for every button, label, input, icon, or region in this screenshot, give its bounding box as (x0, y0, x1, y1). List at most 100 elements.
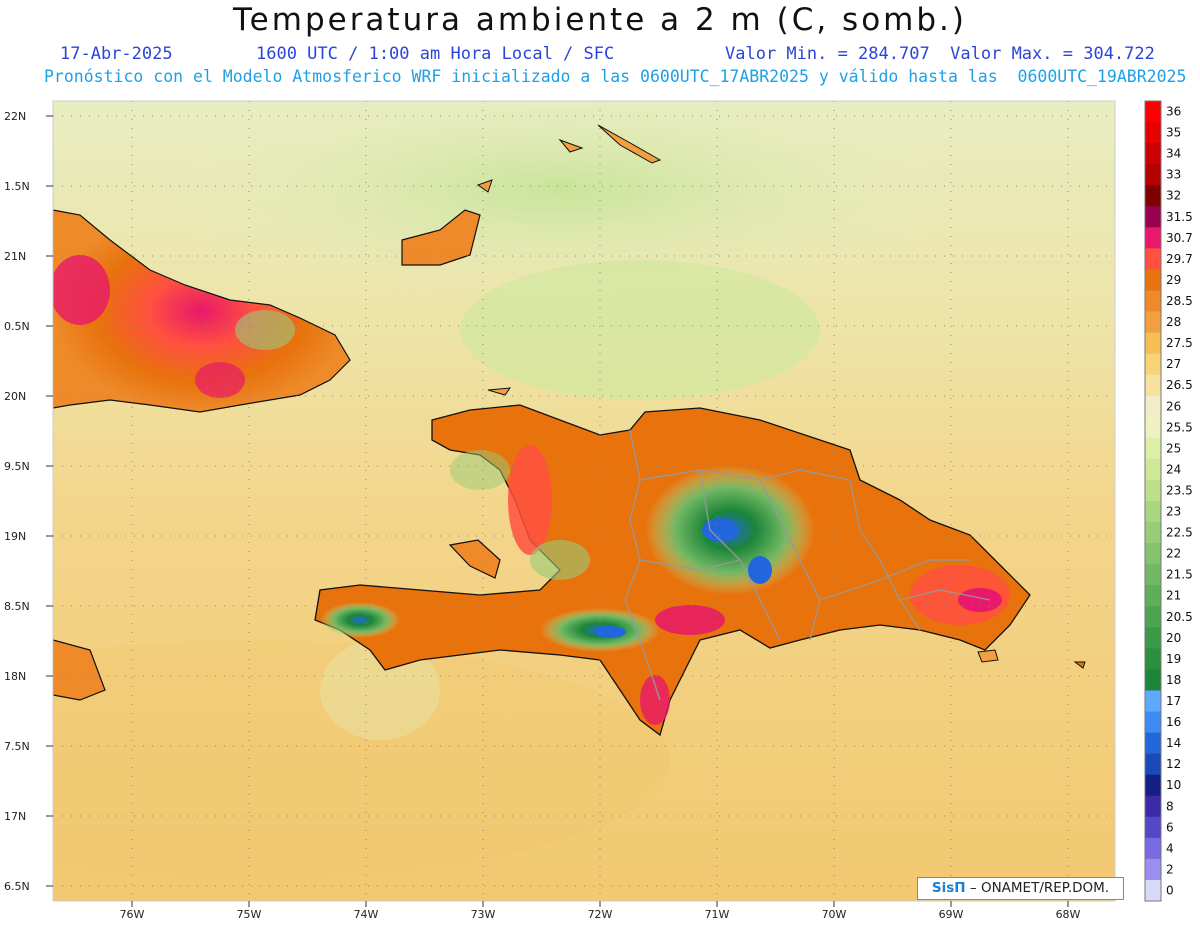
colorbar-label: 29 (1166, 273, 1181, 287)
lon-label-3: 73W (471, 908, 496, 921)
colorbar-label: 27.5 (1166, 336, 1193, 350)
colorbar-swatch (1145, 711, 1161, 733)
colorbar-swatch (1145, 479, 1161, 502)
colorbar-legend: 363534333231.530.729.72928.52827.52726.5… (1144, 100, 1193, 902)
colorbar-swatch (1145, 795, 1161, 818)
colorbar-swatch (1145, 416, 1161, 439)
colorbar-label: 20.5 (1166, 610, 1193, 624)
lat-label-2: 21N (4, 250, 26, 263)
colorbar-label: 17 (1166, 694, 1181, 708)
longitude-axis: 76W 75W 74W 73W 72W 71W 70W 69W 68W (120, 908, 1081, 921)
lon-label-8: 68W (1056, 908, 1081, 921)
colorbar-swatch (1145, 353, 1161, 376)
lat-label-5: 9.5N (4, 460, 30, 473)
colorbar-swatch (1145, 816, 1161, 839)
jamaica-land (53, 639, 106, 701)
colorbar-swatch (1145, 101, 1161, 123)
colorbar-label: 23.5 (1166, 483, 1193, 497)
colorbar-swatch (1145, 122, 1161, 144)
colorbar-swatch (1145, 437, 1161, 460)
colorbar-swatch (1145, 248, 1161, 270)
colorbar-swatch (1145, 879, 1161, 902)
latitude-axis: 22N 1.5N 21N 0.5N 20N 9.5N 19N 8.5N 18N … (4, 110, 30, 893)
colorbar-swatch (1145, 627, 1161, 649)
lon-label-1: 75W (237, 908, 262, 921)
colorbar-label: 21 (1166, 589, 1181, 603)
valid-date: 17-Abr-2025 (60, 44, 173, 64)
colorbar-label: 28.5 (1166, 294, 1193, 308)
lon-label-0: 76W (120, 908, 145, 921)
credit-box: SisΠ – ONAMET/REP.DOM. (917, 877, 1124, 900)
lon-label-4: 72W (588, 908, 613, 921)
lat-label-8: 18N (4, 670, 26, 683)
colorbar-label: 21.5 (1166, 568, 1193, 582)
colorbar-label: 19 (1166, 652, 1181, 666)
colorbar-swatch (1145, 501, 1161, 523)
colorbar-label: 26.5 (1166, 378, 1193, 392)
colorbar-label: 10 (1166, 778, 1181, 792)
colorbar-label: 20 (1166, 631, 1181, 645)
lat-label-9: 7.5N (4, 740, 30, 753)
colorbar-swatch (1145, 458, 1161, 481)
colorbar-label: 2 (1166, 862, 1174, 876)
colorbar-swatch (1145, 395, 1161, 418)
colorbar-label: 34 (1166, 147, 1181, 161)
lon-label-2: 74W (354, 908, 379, 921)
colorbar-label: 32 (1166, 189, 1181, 203)
colorbar-swatch (1145, 185, 1161, 207)
map-title: Temperatura ambiente a 2 m (C, somb.) (233, 2, 967, 38)
colorbar-swatch (1145, 858, 1161, 881)
sispi-logo: SisΠ (931, 880, 966, 896)
colorbar-swatch (1145, 522, 1161, 544)
colorbar-label: 22 (1166, 547, 1181, 561)
colorbar-label: 26 (1166, 399, 1181, 413)
colorbar-swatch (1145, 732, 1161, 755)
inagua-island (401, 209, 481, 266)
colorbar-label: 14 (1166, 736, 1181, 750)
colorbar-swatch (1145, 564, 1161, 586)
colorbar-swatch (1145, 311, 1161, 333)
colorbar-swatch (1145, 164, 1161, 186)
lon-label-7: 69W (939, 908, 964, 921)
colorbar-label: 6 (1166, 820, 1174, 834)
colorbar-label: 18 (1166, 673, 1181, 687)
lon-label-6: 70W (822, 908, 847, 921)
map-gridlines (53, 101, 1115, 901)
lat-label-0: 22N (4, 110, 26, 123)
lat-label-6: 19N (4, 530, 26, 543)
colorbar-label: 33 (1166, 168, 1181, 182)
colorbar-label: 29.7 (1166, 252, 1193, 266)
gonave-island (448, 539, 501, 579)
colorbar-swatch (1145, 690, 1161, 712)
colorbar-swatch (1145, 774, 1161, 797)
colorbar-label: 30.7 (1166, 231, 1193, 245)
colorbar-frame (1144, 100, 1162, 902)
colorbar-swatch (1145, 290, 1161, 312)
province-borders (624, 429, 991, 701)
valid-time: 1600 UTC / 1:00 am Hora Local / SFC (256, 44, 615, 64)
colorbar-label: 28 (1166, 315, 1181, 329)
cuba-land (53, 209, 351, 413)
colorbar-swatch (1145, 648, 1161, 670)
colorbar-swatch (1145, 837, 1161, 860)
colorbar-label: 8 (1166, 799, 1174, 813)
colorbar-swatch (1145, 269, 1161, 291)
colorbar-swatch (1145, 606, 1161, 628)
colorbar-label: 31.5 (1166, 210, 1193, 224)
colorbar-swatch (1145, 143, 1161, 165)
colorbar-swatch (1145, 206, 1161, 228)
lat-label-3: 0.5N (4, 320, 30, 333)
colorbar-label: 22.5 (1166, 526, 1193, 540)
colorbar-swatch (1145, 227, 1161, 249)
colorbar-swatch (1145, 669, 1161, 691)
colorbar-swatch (1145, 753, 1161, 776)
colorbar-label: 12 (1166, 757, 1181, 771)
colorbar-label: 24 (1166, 462, 1181, 476)
lat-label-4: 20N (4, 390, 26, 403)
colorbar-swatch (1145, 543, 1161, 565)
colorbar-label: 16 (1166, 715, 1181, 729)
colorbar-label: 35 (1166, 126, 1181, 140)
lon-label-5: 71W (705, 908, 730, 921)
colorbar-label: 0 (1166, 883, 1174, 897)
